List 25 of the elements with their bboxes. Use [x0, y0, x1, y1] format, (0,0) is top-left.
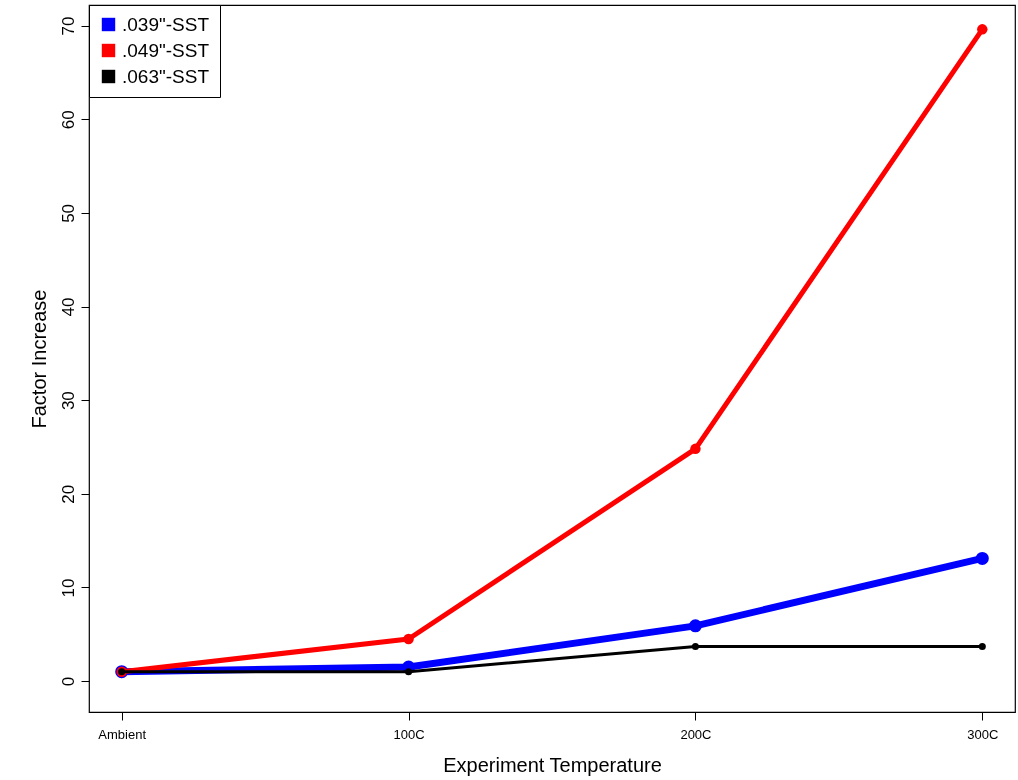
- point: [405, 668, 413, 676]
- point: [691, 642, 699, 650]
- y-tick-label: 10: [58, 578, 78, 598]
- x-tick-label: 100C: [393, 726, 425, 742]
- x-tick-label: 200C: [680, 726, 712, 742]
- y-tick-label: 70: [58, 16, 78, 36]
- x-tick-label: 300C: [967, 726, 999, 742]
- point: [975, 551, 989, 565]
- y-tick-label: 60: [58, 110, 78, 130]
- y-axis-title: Factor Increase: [27, 289, 50, 429]
- point: [977, 24, 988, 35]
- legend-label: .039"-SST: [122, 13, 210, 35]
- point: [403, 633, 414, 645]
- y-tick-label: 20: [58, 484, 78, 504]
- y-tick-label: 50: [58, 203, 78, 223]
- point: [978, 642, 986, 650]
- x-axis-title: Experiment Temperature: [443, 753, 662, 776]
- legend-label: .063"-SST: [122, 65, 210, 87]
- legend-label: .049"-SST: [122, 39, 210, 61]
- y-tick-label: 30: [58, 391, 78, 411]
- y-tick-label: 0: [58, 676, 78, 687]
- point: [688, 619, 702, 633]
- point: [690, 443, 701, 455]
- y-tick-label: 40: [58, 297, 78, 317]
- x-tick-label: Ambient: [98, 726, 147, 742]
